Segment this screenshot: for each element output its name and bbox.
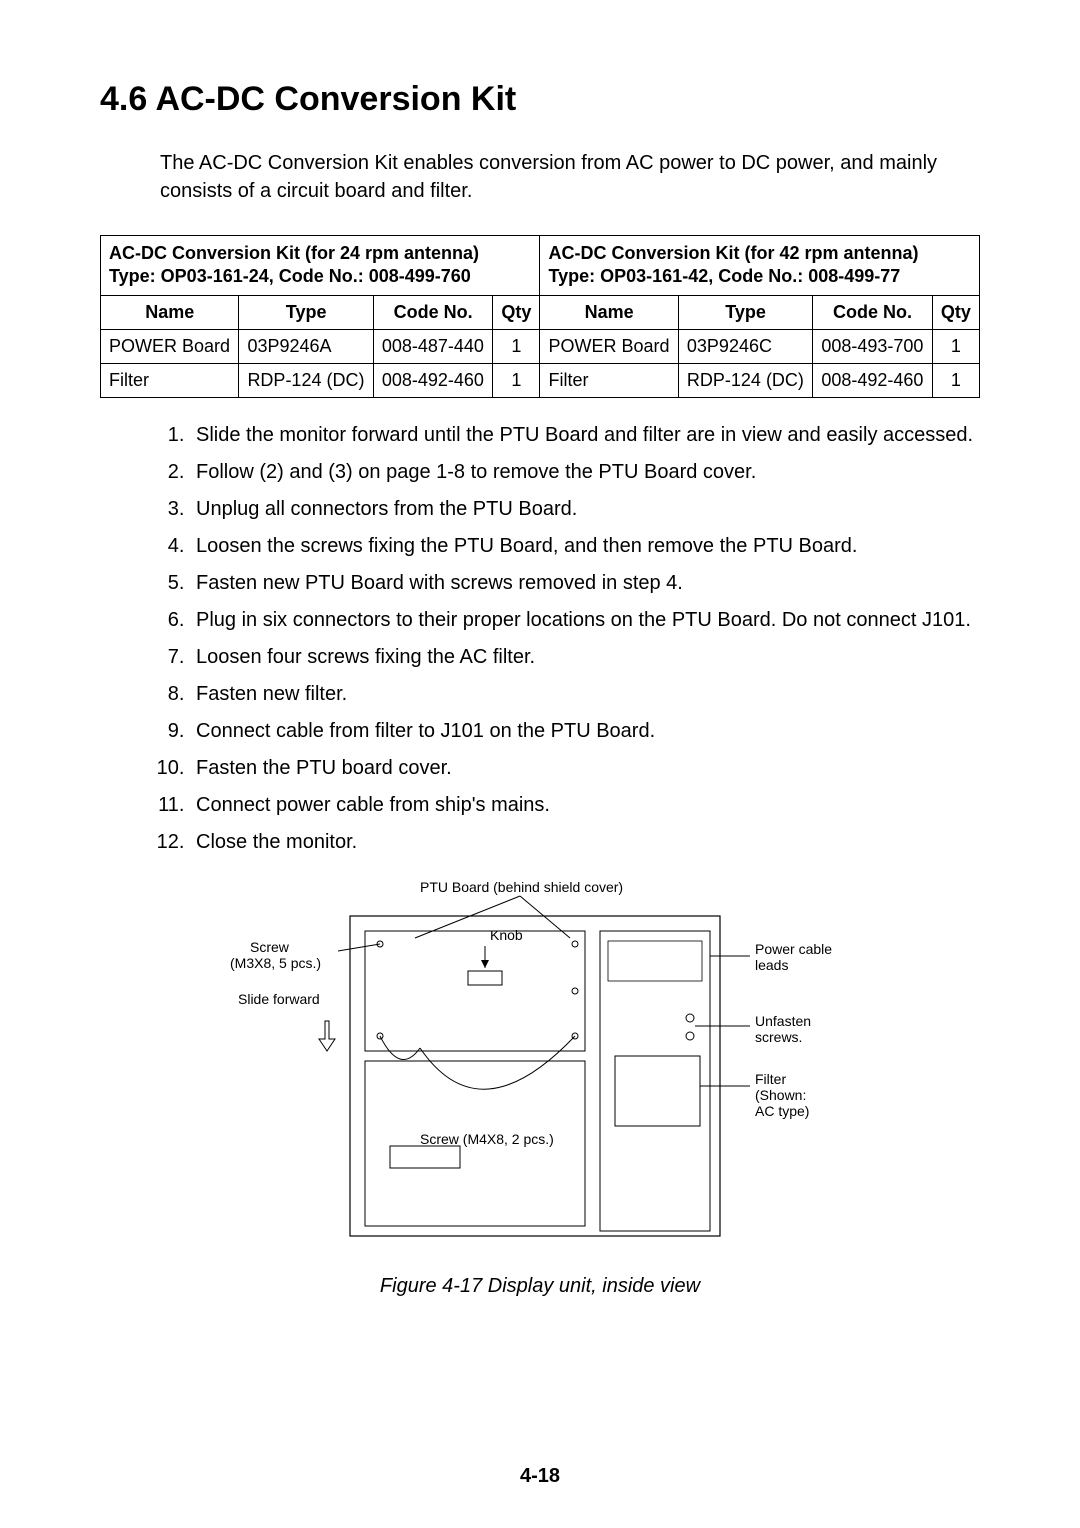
step-item: Plug in six connectors to their proper l… [190,607,980,634]
figure-caption: Figure 4-17 Display unit, inside view [100,1275,980,1298]
cell: 1 [493,363,540,397]
col-code-r: Code No. [813,295,932,329]
cell: 1 [932,329,979,363]
step-item: Unplug all connectors from the PTU Board… [190,496,980,523]
cell: RDP-124 (DC) [678,363,812,397]
label-filter: Filter [755,1071,786,1087]
col-name-r: Name [540,295,678,329]
cell: POWER Board [540,329,678,363]
col-qty-r: Qty [932,295,979,329]
cell: 008-492-460 [813,363,932,397]
cell: POWER Board [101,329,239,363]
label-filter-sub1: (Shown: [755,1087,806,1103]
col-name-l: Name [101,295,239,329]
step-item: Connect power cable from ship's mains. [190,792,980,819]
procedure-list: Slide the monitor forward until the PTU … [100,422,980,856]
label-ptu: PTU Board (behind shield cover) [420,879,623,895]
label-power-sub: leads [755,957,788,973]
page-number: 4-18 [0,1465,1080,1488]
label-screw-sub: (M3X8, 5 pcs.) [230,955,321,971]
step-item: Fasten the PTU board cover. [190,755,980,782]
col-qty-l: Qty [493,295,540,329]
label-slide: Slide forward [238,991,320,1007]
step-item: Connect cable from filter to J101 on the… [190,718,980,745]
kit-left-header: AC-DC Conversion Kit (for 24 rpm antenna… [101,236,540,296]
label-power: Power cable [755,941,832,957]
label-unfasten-sub: screws. [755,1029,802,1045]
kit-right-title-1: AC-DC Conversion Kit (for 42 rpm antenna… [548,243,918,263]
intro-paragraph: The AC-DC Conversion Kit enables convers… [160,149,980,205]
table-row: Filter RDP-124 (DC) 008-492-460 1 Filter… [101,363,980,397]
cell: 03P9246C [678,329,812,363]
cell: Filter [101,363,239,397]
cell: 008-493-700 [813,329,932,363]
table-row: POWER Board 03P9246A 008-487-440 1 POWER… [101,329,980,363]
kit-left-title-2: Type: OP03-161-24, Code No.: 008-499-760 [109,266,471,286]
parts-table: AC-DC Conversion Kit (for 24 rpm antenna… [100,235,980,398]
step-item: Fasten new filter. [190,681,980,708]
cell: 03P9246A [239,329,373,363]
document-page: 4.6 AC-DC Conversion Kit The AC-DC Conve… [0,0,1080,1528]
col-type-l: Type [239,295,373,329]
kit-right-title-2: Type: OP03-161-42, Code No.: 008-499-77 [548,266,900,286]
label-filter-sub2: AC type) [755,1103,809,1119]
cell: 008-492-460 [373,363,492,397]
step-item: Slide the monitor forward until the PTU … [190,422,980,449]
step-item: Close the monitor. [190,829,980,856]
step-item: Fasten new PTU Board with screws removed… [190,570,980,597]
step-item: Loosen the screws fixing the PTU Board, … [190,533,980,560]
cell: 1 [493,329,540,363]
cell: 1 [932,363,979,397]
cell: Filter [540,363,678,397]
cell: 008-487-440 [373,329,492,363]
display-unit-diagram: PTU Board (behind shield cover) Knob Scr… [220,876,860,1256]
kit-right-header: AC-DC Conversion Kit (for 42 rpm antenna… [540,236,980,296]
step-item: Loosen four screws fixing the AC filter. [190,644,980,671]
section-heading: 4.6 AC-DC Conversion Kit [100,80,980,119]
col-type-r: Type [678,295,812,329]
label-unfasten: Unfasten [755,1013,811,1029]
figure: PTU Board (behind shield cover) Knob Scr… [100,876,980,1298]
label-knob: Knob [490,927,523,943]
cell: RDP-124 (DC) [239,363,373,397]
label-screw-m4: Screw (M4X8, 2 pcs.) [420,1131,554,1147]
col-code-l: Code No. [373,295,492,329]
step-item: Follow (2) and (3) on page 1-8 to remove… [190,459,980,486]
label-screw: Screw [250,939,290,955]
kit-left-title-1: AC-DC Conversion Kit (for 24 rpm antenna… [109,243,479,263]
